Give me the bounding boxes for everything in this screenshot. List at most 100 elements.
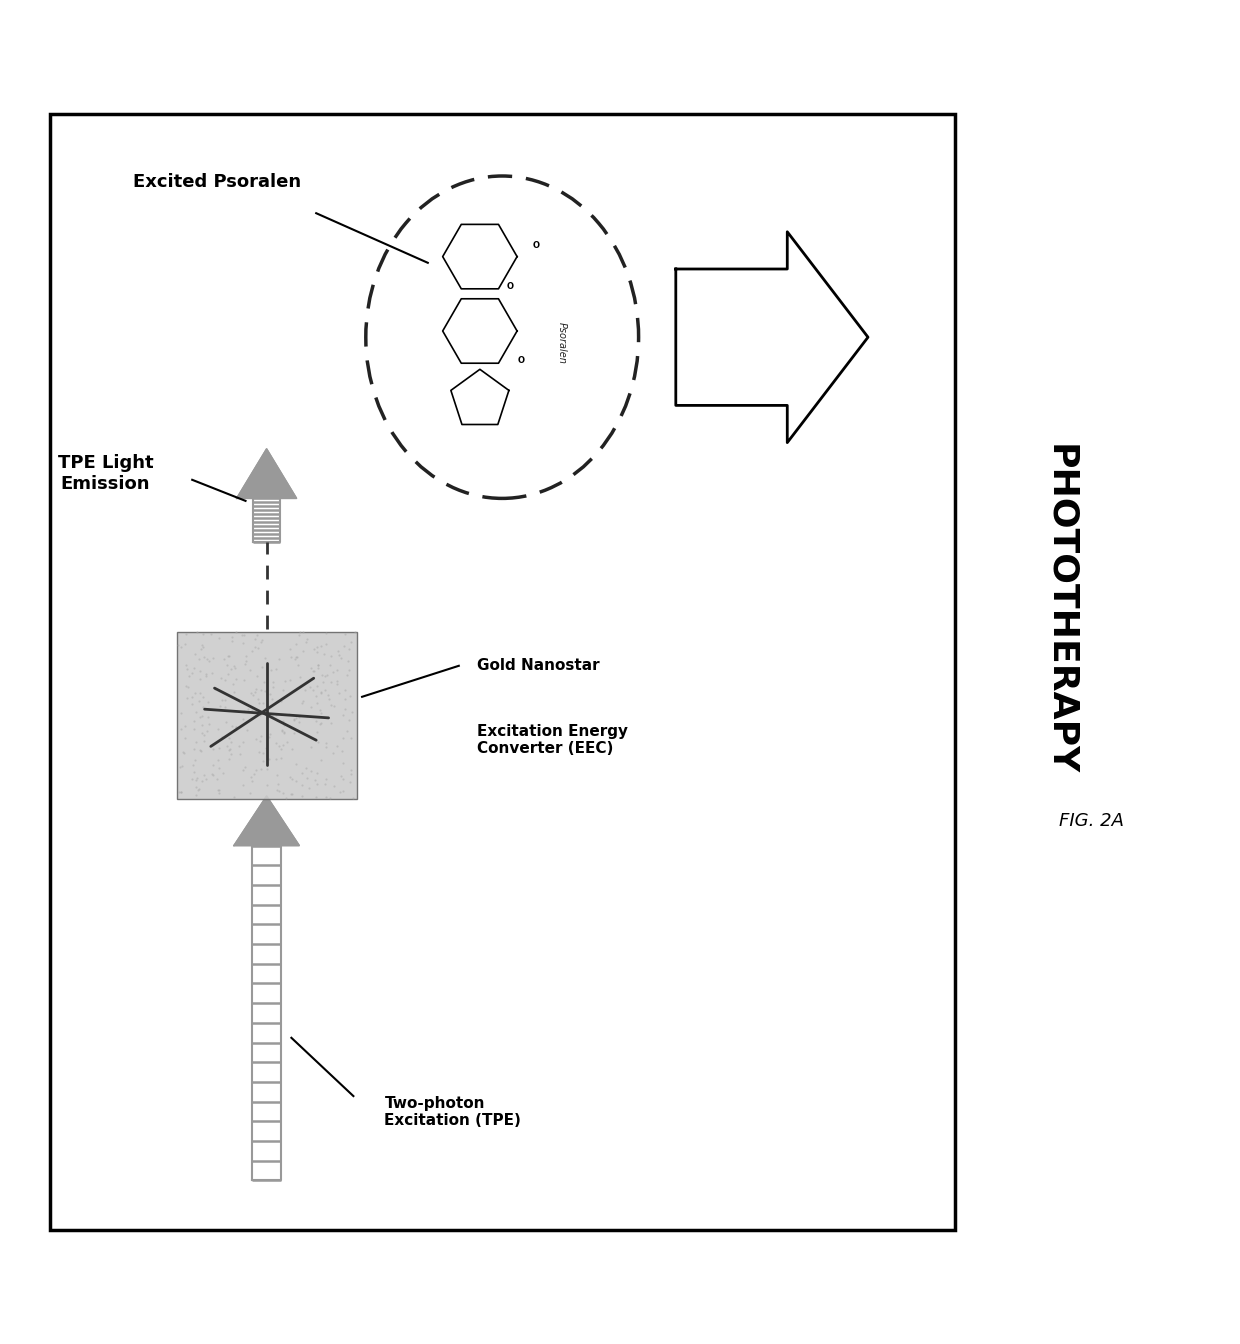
Point xyxy=(272,720,291,742)
Point xyxy=(206,679,226,700)
Point xyxy=(263,671,283,692)
Point xyxy=(267,749,286,770)
Point xyxy=(263,706,283,727)
Point xyxy=(334,704,353,726)
Point xyxy=(284,723,304,745)
Point xyxy=(286,770,306,792)
Point xyxy=(308,655,327,676)
Point xyxy=(269,781,289,802)
Point xyxy=(216,711,236,732)
Point xyxy=(198,707,218,728)
Point xyxy=(324,695,343,716)
Point xyxy=(267,704,286,726)
Point xyxy=(335,679,355,700)
Point xyxy=(314,672,334,694)
Point xyxy=(311,702,331,723)
Point xyxy=(335,634,355,656)
Point xyxy=(322,742,342,763)
Point xyxy=(301,737,321,758)
Point xyxy=(273,719,293,741)
Point xyxy=(274,734,294,755)
Point xyxy=(316,622,336,644)
Point xyxy=(233,708,253,730)
Point xyxy=(345,622,365,644)
Point xyxy=(219,749,239,770)
Point xyxy=(337,720,357,742)
Point xyxy=(286,677,306,699)
Point xyxy=(201,624,221,645)
Bar xyxy=(177,632,357,800)
Point xyxy=(320,655,340,676)
Point xyxy=(185,683,205,704)
Point xyxy=(314,644,334,665)
Point xyxy=(309,657,329,679)
Point xyxy=(184,738,203,759)
Point xyxy=(260,723,280,745)
Point xyxy=(316,767,336,789)
Point xyxy=(293,640,312,661)
Point xyxy=(320,688,340,710)
Point xyxy=(290,621,310,642)
Point xyxy=(250,632,270,653)
Point xyxy=(190,668,210,689)
Point xyxy=(341,727,361,749)
Point xyxy=(343,788,363,809)
Text: Two-photon
Excitation (TPE): Two-photon Excitation (TPE) xyxy=(384,1095,521,1129)
Point xyxy=(218,739,238,761)
Point xyxy=(330,781,350,802)
Point xyxy=(306,722,326,743)
Point xyxy=(299,777,319,798)
Point xyxy=(215,696,234,718)
Point xyxy=(289,711,309,732)
Point xyxy=(236,653,255,675)
Point xyxy=(288,655,308,676)
Point xyxy=(191,741,211,762)
Point xyxy=(192,624,212,645)
Point xyxy=(298,706,317,727)
Point xyxy=(193,696,213,718)
Point xyxy=(267,659,286,680)
Point xyxy=(182,663,202,684)
Point xyxy=(249,692,269,714)
Point xyxy=(195,646,215,668)
Point xyxy=(224,656,244,677)
Point xyxy=(186,769,206,790)
Point xyxy=(217,735,237,757)
Point xyxy=(268,773,288,794)
Point xyxy=(202,738,222,759)
Point xyxy=(215,648,234,669)
Point xyxy=(182,685,202,707)
Point xyxy=(246,681,265,703)
Point xyxy=(195,765,215,786)
Point xyxy=(231,743,250,765)
Point xyxy=(208,780,228,801)
Point xyxy=(300,676,320,698)
Point xyxy=(175,715,195,737)
Point xyxy=(226,716,246,738)
Point xyxy=(341,759,361,781)
Point xyxy=(188,691,208,712)
Point xyxy=(247,679,267,700)
Point xyxy=(281,738,301,759)
Point xyxy=(215,689,234,711)
Point xyxy=(267,778,286,800)
Point xyxy=(327,735,347,757)
Point xyxy=(312,664,332,685)
Point xyxy=(269,648,289,669)
Point xyxy=(321,671,341,692)
Point xyxy=(279,703,299,724)
Point xyxy=(335,698,355,719)
Point xyxy=(191,661,211,683)
Point xyxy=(272,747,291,769)
Point xyxy=(208,757,228,778)
Point xyxy=(253,750,273,771)
Point xyxy=(232,624,252,645)
Point xyxy=(342,700,362,722)
Point xyxy=(192,685,212,707)
Point xyxy=(316,735,336,757)
Polygon shape xyxy=(234,796,299,845)
Point xyxy=(186,702,206,723)
Point xyxy=(212,726,232,747)
Point xyxy=(278,731,298,753)
Point xyxy=(272,689,291,711)
